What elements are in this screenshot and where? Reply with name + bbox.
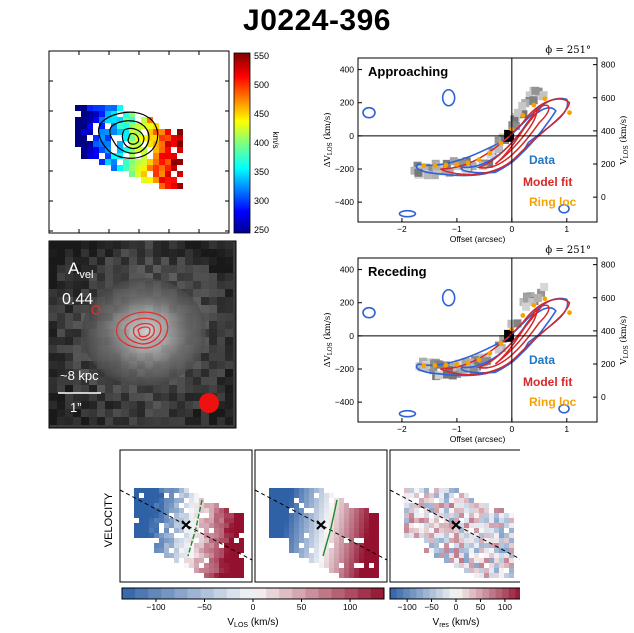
velocity-map-panel: 550 500 450 400 350 300 250 km/s <box>48 50 280 235</box>
pv-ytick-label-left: 400 <box>340 65 354 75</box>
pv-phi-label: ϕ = 251° <box>545 45 591 56</box>
colorbar-tick: 300 <box>254 196 269 206</box>
pv-model-contours <box>440 298 571 376</box>
major-axis-line <box>254 489 388 561</box>
velocity-map-los <box>119 449 253 583</box>
colorbar-tick-label: 50 <box>476 602 486 612</box>
pv-xtick-label: 1 <box>564 224 569 234</box>
pv-xtick-label: 1 <box>564 424 569 434</box>
velocity-colorbar <box>233 52 251 234</box>
legend-data: Data <box>529 353 555 367</box>
colorbar-tick: 400 <box>254 138 269 148</box>
velocity-map-res <box>389 449 520 583</box>
asymmetry-label: Avel <box>68 259 93 281</box>
legend-model-fit: Model fit <box>523 175 572 189</box>
scale-kpc: ~8 kpc <box>60 368 99 383</box>
pv-model-contours <box>440 98 571 176</box>
colorbar-tick-label: 50 <box>297 602 307 612</box>
pv-ytick-label-left: 0 <box>349 331 354 341</box>
pv-ylabel-left: ΔVLOS (km/s) <box>322 312 334 367</box>
minor-axis-line <box>187 499 203 557</box>
pv-phi-label: ϕ = 251° <box>545 245 591 256</box>
velocity-row: VELOCITY −100 −50 0 50 100 VLOS (km/s) −100 −50 0… <box>103 449 520 629</box>
pv-ytick-label-right: 600 <box>601 93 615 103</box>
velocity-map-contours <box>98 111 159 159</box>
pv-ytick-label-left: 400 <box>340 265 354 275</box>
pv-ytick-label-right: 400 <box>601 126 615 136</box>
pv-xtick-label: −2 <box>397 424 407 434</box>
pv-xtick-label: 0 <box>509 424 514 434</box>
colorbar-tick: 550 <box>254 51 269 61</box>
major-axis-line <box>389 489 520 560</box>
pv-ring-locations <box>421 96 572 168</box>
colorbar-label: Vres (km/s) <box>433 617 480 629</box>
colorbar-tick-label: −50 <box>197 602 212 612</box>
pv-ytick-label-right: 800 <box>601 260 615 270</box>
colorbar-tick: 500 <box>254 80 269 90</box>
pv-ytick-label-right: 800 <box>601 60 615 70</box>
colorbar-tick-label: −100 <box>146 602 165 612</box>
center-marker <box>181 520 191 530</box>
legend-ring-loc: Ring loc <box>529 195 577 209</box>
pv-panel-label: Approaching <box>368 64 448 79</box>
pv-ylabel-left: ΔVLOS (km/s) <box>322 112 334 167</box>
pv-ytick-label-right: 200 <box>601 359 615 369</box>
velocity-residual-colorbar: −100 −50 0 50 100 Vres (km/s) <box>389 587 520 629</box>
colorbar-label: VLOS (km/s) <box>227 617 278 629</box>
velocity-row-ylabel: VELOCITY <box>103 492 115 547</box>
pv-xlabel: Offset (arcsec) <box>450 434 506 444</box>
pv-ytick-label-left: 200 <box>340 298 354 308</box>
beam-ellipse <box>199 393 219 413</box>
velocity-map-pixels <box>75 105 183 189</box>
colorbar-tick: 250 <box>254 225 269 235</box>
major-axis-line <box>119 489 253 561</box>
pv-diagram-approaching: 400 200 0 −200 −400 800 600 400 200 0 −2 −1 0 1 Offset… <box>322 45 630 244</box>
figure-title: J0224-396 <box>243 4 391 37</box>
pv-ytick-label-left: 0 <box>349 131 354 141</box>
asymmetry-value: 0.44 <box>62 291 93 308</box>
pv-ytick-label-left: 200 <box>340 98 354 108</box>
colorbar-tick-label: 0 <box>251 602 256 612</box>
colorbar-tick-label: 100 <box>343 602 357 612</box>
pv-xtick-label: −1 <box>452 424 462 434</box>
pv-ytick-label-left: −200 <box>335 364 354 374</box>
pv-frame <box>357 257 598 423</box>
scale-arcsec: 1” <box>70 400 82 415</box>
legend-ring-loc: Ring loc <box>529 395 577 409</box>
colorbar-tick: 450 <box>254 109 269 119</box>
pv-xtick-label: −1 <box>452 224 462 234</box>
pv-ylabel-right: VLOS (km/s) <box>618 316 630 366</box>
pv-xtick-label: −2 <box>397 224 407 234</box>
pv-ytick-label-right: 600 <box>601 293 615 303</box>
colorbar-tick-label: 0 <box>454 602 459 612</box>
pv-ytick-label-left: −400 <box>335 397 354 407</box>
colorbar-tick-label: 100 <box>498 602 512 612</box>
pv-ytick-label-left: −200 <box>335 164 354 174</box>
pv-xlabel: Offset (arcsec) <box>450 234 506 244</box>
pv-diagram-receding: 400 200 0 −200 −400 800 600 400 200 0 −2 −1 0 1 Offset… <box>322 245 630 444</box>
legend-model-fit: Model fit <box>523 375 572 389</box>
pv-ytick-label-right: 400 <box>601 326 615 336</box>
pv-ytick-label-right: 0 <box>601 392 606 402</box>
colorbar-tick-label: −100 <box>398 602 417 612</box>
flux-image-panel: Avel 0.44 ~8 kpc 1” <box>48 240 237 429</box>
minor-axis-line <box>322 499 338 557</box>
colorbar-unit: km/s <box>271 132 280 149</box>
center-marker <box>451 520 461 530</box>
pv-frame <box>357 57 598 223</box>
pv-ytick-label-left: −400 <box>335 197 354 207</box>
colorbar-tick: 350 <box>254 167 269 177</box>
flux-contours <box>91 305 169 349</box>
colorbar-tick-label: −50 <box>424 602 439 612</box>
velocity-map-model <box>254 449 388 583</box>
pv-ylabel-right: VLOS (km/s) <box>618 116 630 166</box>
center-marker <box>316 520 326 530</box>
pv-ytick-label-right: 0 <box>601 192 606 202</box>
pv-xtick-label: 0 <box>509 224 514 234</box>
pv-panel-label: Receding <box>368 264 427 279</box>
velocity-los-colorbar: −100 −50 0 50 100 VLOS (km/s) <box>121 587 385 629</box>
legend-data: Data <box>529 153 555 167</box>
pv-ytick-label-right: 200 <box>601 159 615 169</box>
